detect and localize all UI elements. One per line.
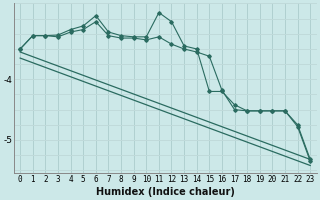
X-axis label: Humidex (Indice chaleur): Humidex (Indice chaleur) (96, 187, 235, 197)
